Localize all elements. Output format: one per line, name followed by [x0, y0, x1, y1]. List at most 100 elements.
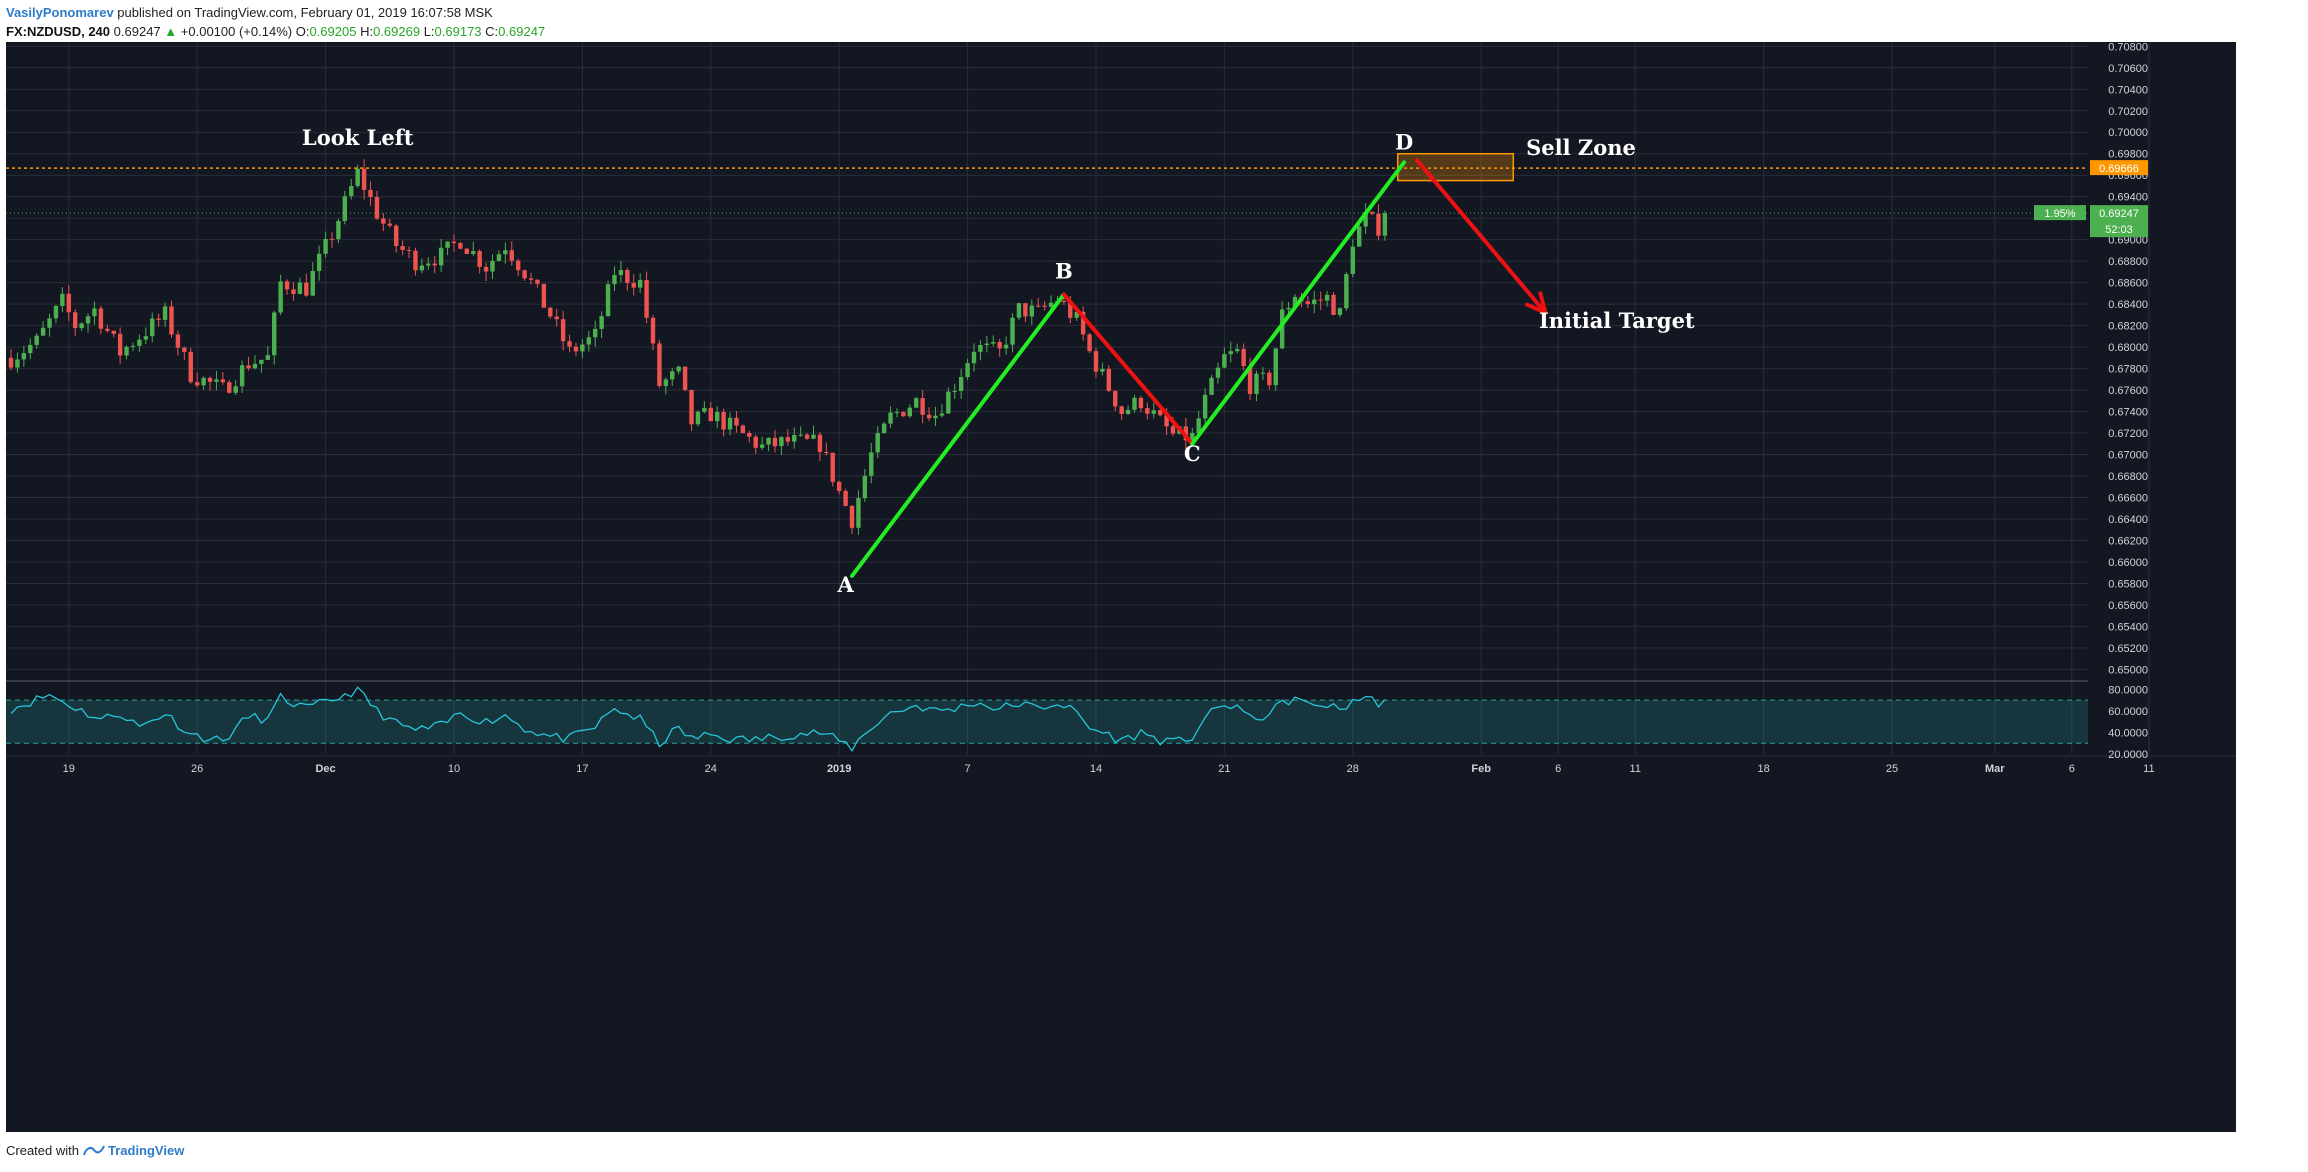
high-value: 0.69269 — [373, 24, 421, 39]
price-chart[interactable]: 0.70800 0.70600 0.70400 0.70200 0.70000 0.698… — [6, 42, 2236, 1132]
candle-body — [1068, 301, 1073, 318]
candle-body — [625, 269, 630, 283]
candle-body — [740, 425, 746, 434]
pattern-leg-ab[interactable] — [850, 292, 1066, 578]
candle-body — [881, 423, 887, 434]
candle-body — [856, 498, 861, 528]
candle-body — [432, 263, 437, 266]
time-tick-label: 11 — [2143, 763, 2154, 775]
candle-body — [227, 382, 232, 393]
sell-zone-box[interactable] — [1396, 152, 1515, 182]
rsi-tick-label: 60.0000 — [2108, 706, 2148, 718]
chart-area[interactable]: 0.70800 0.70600 0.70400 0.70200 0.70000 0.698… — [6, 42, 2236, 1132]
candle-body — [1029, 305, 1034, 317]
candle-body — [682, 366, 688, 390]
candle-body — [471, 251, 476, 254]
candle-body — [1376, 213, 1381, 236]
candle-body — [849, 505, 855, 528]
candle-body — [708, 407, 713, 422]
candle-body — [984, 343, 990, 346]
price-tick-label: 0.65800 — [2108, 578, 2148, 590]
candle-body — [368, 189, 373, 198]
candle-body — [143, 336, 149, 340]
candle-body — [670, 371, 675, 380]
candle-body — [304, 282, 309, 296]
price-tick-label: 0.68800 — [2108, 256, 2148, 268]
candle-body — [1312, 299, 1317, 305]
candle-body — [361, 168, 367, 190]
candle-body — [515, 260, 521, 271]
candle-body — [297, 282, 303, 294]
candle-body — [323, 238, 328, 254]
candle-body — [1132, 397, 1137, 410]
price-tick-label: 0.65000 — [2108, 664, 2148, 676]
candle-body — [605, 284, 611, 317]
time-tick-label: 25 — [1886, 763, 1898, 775]
candle-body — [252, 363, 258, 369]
candle-body — [316, 253, 322, 271]
change-percent-label: 1.95% — [2044, 208, 2075, 220]
price-tick-label: 0.70200 — [2108, 106, 2148, 118]
candle-body — [355, 168, 360, 187]
candle-body — [689, 389, 694, 425]
candle-body — [182, 347, 187, 352]
candle-body — [66, 293, 71, 313]
projection-arrow-head — [1525, 291, 1548, 315]
candle-body — [663, 379, 669, 386]
projection-arrow-line[interactable] — [1414, 158, 1548, 315]
pattern-leg-cd[interactable] — [1190, 160, 1407, 446]
tradingview-link[interactable]: TradingView — [107, 1143, 185, 1158]
price-tick-label: 0.70600 — [2108, 63, 2148, 75]
candle-body — [567, 341, 572, 347]
annotation-initial-target: Initial Target — [1539, 308, 1695, 333]
candle-body — [1235, 349, 1240, 352]
price-tick-label: 0.68000 — [2108, 342, 2148, 354]
symbol-label[interactable]: FX:NZDUSD, 240 — [6, 24, 111, 39]
candle-body — [1337, 308, 1343, 315]
candle-body — [535, 279, 540, 284]
candle-body — [1010, 317, 1015, 345]
candle-body — [284, 281, 290, 290]
time-tick-label: 6 — [1555, 763, 1561, 775]
published-text: published on TradingView.com, February 0… — [113, 5, 493, 20]
candle-body — [901, 412, 906, 417]
candle-body — [772, 437, 778, 447]
low-label: L: — [423, 24, 435, 39]
candle-body — [1273, 348, 1278, 386]
annotation-b: B — [1055, 258, 1073, 283]
candle-body — [1331, 294, 1336, 315]
candle-body — [85, 316, 91, 324]
time-tick-label: 24 — [705, 763, 717, 775]
candle-body — [60, 293, 65, 306]
price-tick-label: 0.66600 — [2108, 493, 2148, 505]
price-tick-label: 0.68600 — [2108, 278, 2148, 290]
candle-body — [1048, 302, 1054, 307]
candle-body — [952, 391, 957, 393]
candle-body — [862, 475, 868, 499]
candle-body — [1023, 303, 1028, 317]
price-tick-label: 0.68400 — [2108, 299, 2148, 311]
candle-body — [573, 346, 579, 352]
candle-body — [477, 251, 482, 267]
candle-body — [747, 433, 752, 437]
pattern-leg-bc[interactable] — [1061, 292, 1195, 446]
price-tick-label: 0.69000 — [2108, 235, 2148, 247]
candle-body — [1125, 409, 1131, 414]
footer: Created with TradingView — [6, 1143, 184, 1158]
candle-body — [291, 289, 296, 294]
candle-body — [1042, 305, 1047, 307]
candle-body — [1087, 334, 1092, 352]
resistance-price-tag — [2090, 160, 2148, 176]
time-tick-label: 17 — [576, 763, 588, 775]
candle-body — [1100, 368, 1105, 372]
candle-body — [1267, 372, 1272, 386]
candle-body — [194, 382, 200, 386]
rsi-line[interactable] — [10, 686, 1386, 752]
candle-body — [958, 377, 964, 392]
candle-body — [79, 323, 84, 329]
author-link[interactable]: VasilyPonomarev — [6, 5, 114, 20]
candle-body — [8, 357, 14, 368]
annotation-look-left: Look Left — [302, 125, 414, 150]
candle-body — [188, 351, 193, 383]
candle-body — [727, 417, 733, 430]
